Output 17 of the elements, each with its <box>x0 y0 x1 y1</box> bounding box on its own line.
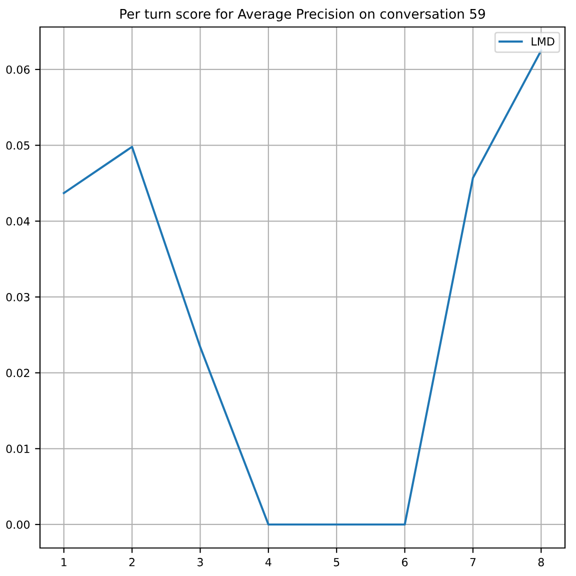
y-tick-label: 0.02 <box>6 368 30 378</box>
y-tick-label: 0.05 <box>6 141 30 150</box>
y-tick-label: 0.01 <box>6 444 30 454</box>
x-tick-label: 8 <box>538 558 544 566</box>
x-tick-label: 5 <box>334 558 340 566</box>
x-tick-label: 2 <box>129 558 134 566</box>
y-tick-label: 0.03 <box>6 292 30 302</box>
x-tick-label: 6 <box>402 558 408 566</box>
y-tick-label: 0.06 <box>6 65 30 74</box>
legend-label: LMD <box>532 37 554 46</box>
y-tick-label: 0.00 <box>6 520 30 529</box>
x-tick-label: 3 <box>198 558 203 566</box>
x-tick-label: 7 <box>470 558 476 566</box>
y-tick-label: 0.04 <box>6 217 30 226</box>
chart-title: Per turn score for Average Precision on conversation 59 <box>120 8 485 22</box>
x-tick-label: 4 <box>265 558 272 566</box>
x-tick-label: 1 <box>62 558 66 566</box>
